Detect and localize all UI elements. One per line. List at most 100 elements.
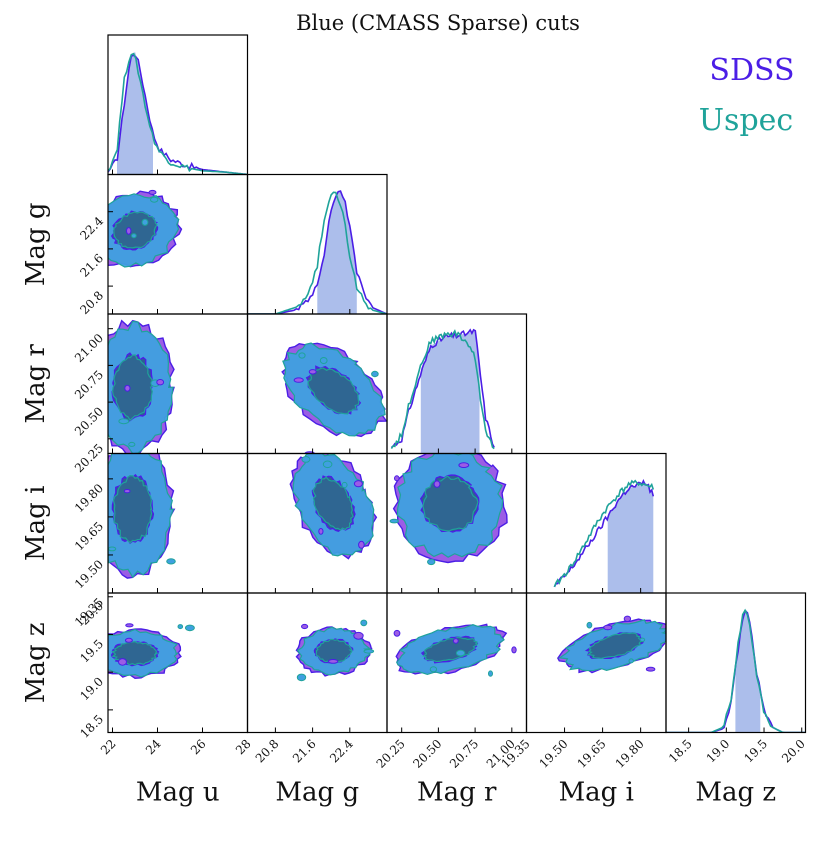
contour-island	[296, 673, 307, 682]
x-tick-label-u: 28	[233, 737, 254, 758]
y-tick-label-g: 20.8	[77, 288, 106, 317]
y-tick-label-g: 21.6	[77, 251, 106, 280]
marginal-curve-g-sdss	[247, 190, 387, 314]
contour-island	[586, 621, 593, 629]
contour-island	[433, 480, 441, 488]
x-tick-label-i: 19.80	[613, 737, 647, 771]
contour-island	[118, 418, 130, 425]
contour-island	[603, 624, 613, 631]
x-tick-label-u: 22	[98, 737, 119, 758]
panel-frame	[665, 592, 807, 734]
contour-island	[358, 540, 365, 549]
x-tick-label-u: 24	[143, 736, 164, 757]
contour-island	[353, 631, 364, 640]
joint-panel-i-z	[557, 615, 666, 674]
y-tick-label-r: 20.25	[72, 441, 106, 475]
joint-panel-u-i	[108, 453, 176, 579]
y-tick-label-z: 19.0	[77, 674, 106, 703]
contour-island	[118, 658, 127, 666]
joint-panel-r-i	[389, 453, 508, 566]
contour-island	[141, 218, 149, 226]
x-axis-label-i: Mag i	[559, 778, 634, 808]
x-tick-label-z: 18.5	[666, 737, 695, 766]
joint-panel-u-r	[108, 319, 175, 454]
contour-island	[328, 659, 339, 664]
contour-island	[126, 227, 132, 235]
legend-sdss: SDSS	[709, 53, 794, 88]
marginal-panel-i	[553, 478, 655, 593]
marginal-panel-g	[247, 190, 387, 314]
contour-island	[623, 615, 632, 622]
y-tick-label-i: 19.65	[72, 519, 106, 553]
marginal-curve-i-sdss	[553, 478, 655, 588]
contour-island	[360, 619, 368, 627]
x-tick-label-g: 21.6	[290, 737, 319, 766]
chart-title: Blue (CMASS Sparse) cuts	[296, 11, 580, 35]
contour-island	[156, 379, 165, 386]
contour-island	[128, 441, 136, 447]
x-tick-label-r: 20.25	[374, 737, 408, 771]
marginal-panel-u	[108, 51, 248, 175]
contour-inner-uspec-u-r	[111, 354, 154, 422]
marginal-curve-g-uspec	[247, 191, 387, 314]
marginal-curve-i-uspec	[553, 479, 655, 588]
panel-frame	[246, 173, 388, 315]
marginal-curve-r-uspec	[390, 329, 495, 450]
x-tick-label-i: 19.65	[575, 737, 609, 771]
x-tick-label-u: 26	[188, 737, 209, 758]
x-tick-label-z: 19.5	[741, 737, 770, 766]
x-tick-label-z: 19.0	[704, 737, 733, 766]
x-axis-label-g: Mag g	[275, 778, 359, 808]
contour-island	[301, 623, 309, 630]
joint-panel-g-z	[295, 619, 375, 682]
contour-island	[429, 666, 438, 673]
y-tick-label-z: 18.5	[77, 712, 106, 741]
contour-island	[371, 370, 379, 378]
y-tick-label-z: 19.5	[77, 637, 106, 666]
contour-island	[131, 233, 137, 239]
contour-island	[124, 637, 133, 643]
x-axis-label-u: Mag u	[136, 778, 220, 808]
contour-island	[427, 558, 436, 566]
marginal-panel-r	[390, 328, 495, 454]
contour-island	[455, 649, 466, 657]
contour-inner-uspec-u-i	[112, 474, 153, 544]
contour-inner-uspec-g-r	[307, 367, 360, 415]
contour-island	[108, 420, 109, 423]
contour-island	[123, 489, 131, 494]
contour-island	[125, 623, 134, 628]
contour-island	[639, 637, 646, 642]
contour-island	[353, 480, 363, 488]
marginal-interval-z	[735, 609, 761, 733]
y-tick-label-r: 20.75	[72, 368, 106, 402]
contour-inner-uspec-i-z	[586, 632, 644, 660]
y-axis-label-i: Mag i	[21, 486, 51, 561]
marginal-panel-z	[666, 608, 806, 733]
contour-island	[628, 658, 634, 664]
y-axis-label-r: Mag r	[21, 343, 51, 423]
contour-island	[452, 638, 459, 644]
contour-island	[308, 369, 317, 375]
contour-island	[318, 528, 324, 535]
contour-island	[293, 377, 304, 383]
contour-island	[394, 475, 400, 482]
y-axis-label-z: Mag z	[21, 622, 51, 703]
x-tick-label-i: 19.50	[536, 737, 570, 771]
contour-inner-uspec-g-z	[315, 638, 353, 664]
joint-panel-g-i	[289, 453, 378, 560]
contour-island	[184, 624, 195, 632]
contour-island	[319, 357, 328, 364]
contour-island	[150, 196, 159, 203]
contour-island	[341, 481, 348, 489]
x-tick-label-g: 22.4	[327, 736, 356, 765]
contour-inner-uspec-g-i	[312, 476, 354, 531]
x-axis-label-r: Mag r	[417, 778, 497, 808]
contour-island	[148, 189, 157, 195]
contour-island	[94, 187, 104, 194]
joint-panel-r-z	[393, 623, 517, 677]
contour-inner-uspec-r-i	[422, 475, 479, 532]
contour-island	[124, 384, 131, 392]
joint-panel-u-z	[108, 623, 195, 680]
